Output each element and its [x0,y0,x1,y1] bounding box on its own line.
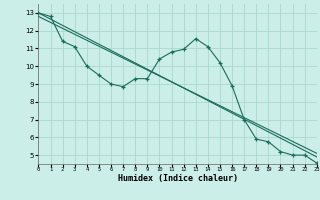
X-axis label: Humidex (Indice chaleur): Humidex (Indice chaleur) [118,174,238,183]
